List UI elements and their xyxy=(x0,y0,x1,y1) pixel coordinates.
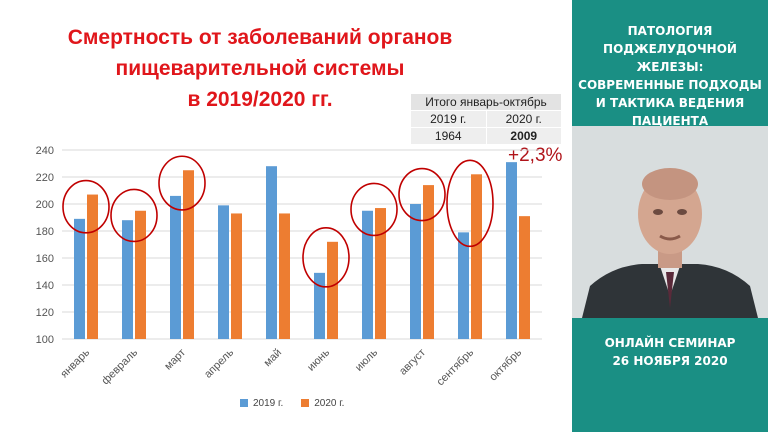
slide-title: Смертность от заболеваний органов пищева… xyxy=(40,22,480,115)
y-tick-label-160: 160 xyxy=(36,253,54,265)
bar-2020-2 xyxy=(135,210,146,339)
bar-2019-5 xyxy=(266,166,277,339)
y-tick-label-200: 200 xyxy=(36,199,54,211)
chart-legend: 2019 г. 2020 г. xyxy=(240,398,344,409)
speaker-video xyxy=(572,126,768,318)
x-tick-label-2: февраль xyxy=(100,346,141,387)
seminar-date: 26 НОЯБРЯ 2020 xyxy=(612,354,728,368)
bar-2019-10 xyxy=(506,162,517,339)
highlight-1 xyxy=(62,179,110,234)
x-tick-label-7: июль xyxy=(353,346,380,373)
bar-2019-8 xyxy=(410,204,421,339)
legend-item-2019: 2019 г. xyxy=(240,398,283,409)
bar-2020-8 xyxy=(423,185,434,339)
seminar-line-1: ОНЛАЙН СЕМИНАР xyxy=(604,336,736,350)
summary-col2-label: 2020 г. xyxy=(485,110,562,128)
highlight-3 xyxy=(158,155,206,211)
y-tick-label-140: 140 xyxy=(36,280,54,292)
y-tick-label-180: 180 xyxy=(36,226,54,238)
x-tick-label-3: март xyxy=(162,347,188,373)
y-tick-label-240: 240 xyxy=(36,145,54,157)
bar-2019-2 xyxy=(122,220,133,339)
title-line-3: в 2019/2020 гг. xyxy=(187,88,333,111)
bar-2019-3 xyxy=(170,195,181,339)
summary-col1-value: 1964 xyxy=(410,127,487,145)
summary-col2-value: 2009 xyxy=(485,127,562,145)
bar-2019-9 xyxy=(458,232,469,339)
x-tick-label-10: октябрь xyxy=(487,346,524,383)
bar-2020-6 xyxy=(327,241,338,339)
bar-2019-1 xyxy=(74,218,85,339)
x-tick-label-9: сентябрь xyxy=(435,346,477,388)
y-tick-label-120: 120 xyxy=(36,307,54,319)
bar-2020-4 xyxy=(231,213,242,339)
highlight-6 xyxy=(302,226,350,288)
bar-chart: 100 120 140 160 180 200 220 240 январь февраль мар… xyxy=(36,145,542,388)
sidebar-title-line-2: ПОДЖЕЛУДОЧНОЙ ЖЕЛЕЗЫ: xyxy=(603,42,737,74)
summary-header: Итого январь-октябрь xyxy=(410,93,562,111)
bar-2020-3 xyxy=(183,170,194,339)
slide: Смертность от заболеваний органов пищева… xyxy=(35,22,563,409)
sidebar-title-line-4: И ТАКТИКА ВЕДЕНИЯ ПАЦИЕНТА xyxy=(595,96,745,128)
bar-2020-1 xyxy=(87,194,98,339)
bar-2020-7 xyxy=(375,208,386,339)
sidebar-title-line-1: ПАТОЛОГИЯ xyxy=(627,24,713,38)
bar-2019-4 xyxy=(218,205,229,339)
seminar-info: ОНЛАЙН СЕМИНАР 26 НОЯБРЯ 2020 xyxy=(572,334,768,370)
x-tick-label-6: июнь xyxy=(305,346,332,373)
summary-table: Итого январь-октябрь 2019 г. 2020 г. 196… xyxy=(410,93,562,145)
summary-col1-label: 2019 г. xyxy=(410,110,487,128)
title-line-2: пищеварительной системы xyxy=(115,57,405,80)
x-tick-label-1: январь xyxy=(58,346,92,380)
highlight-9 xyxy=(446,159,494,248)
bar-2020-5 xyxy=(279,213,290,339)
highlight-8 xyxy=(398,167,446,222)
highlight-2 xyxy=(110,188,158,243)
sidebar-title-line-3: СОВРЕМЕННЫЕ ПОДХОДЫ xyxy=(578,78,762,92)
bar-2020-9 xyxy=(471,174,482,339)
bar-2019-7 xyxy=(362,210,373,339)
bar-2020-10 xyxy=(519,216,530,339)
y-tick-label-100: 100 xyxy=(36,334,54,346)
x-tick-label-5: май xyxy=(262,347,285,370)
highlight-7 xyxy=(350,182,398,237)
x-tick-label-4: апрель xyxy=(202,346,236,380)
sidebar: ПАТОЛОГИЯ ПОДЖЕЛУДОЧНОЙ ЖЕЛЕЗЫ: СОВРЕМЕН… xyxy=(572,0,768,432)
legend-label-2020: 2020 г. xyxy=(314,398,345,409)
title-line-1: Смертность от заболеваний органов xyxy=(67,26,453,49)
bar-2019-6 xyxy=(314,272,325,339)
legend-label-2019: 2019 г. xyxy=(253,398,284,409)
sidebar-title: ПАТОЛОГИЯ ПОДЖЕЛУДОЧНОЙ ЖЕЛЕЗЫ: СОВРЕМЕН… xyxy=(572,22,768,130)
legend-item-2020: 2020 г. xyxy=(301,398,344,409)
speaker-image xyxy=(572,126,768,318)
x-tick-label-8: август xyxy=(397,347,428,378)
y-tick-label-220: 220 xyxy=(36,172,54,184)
